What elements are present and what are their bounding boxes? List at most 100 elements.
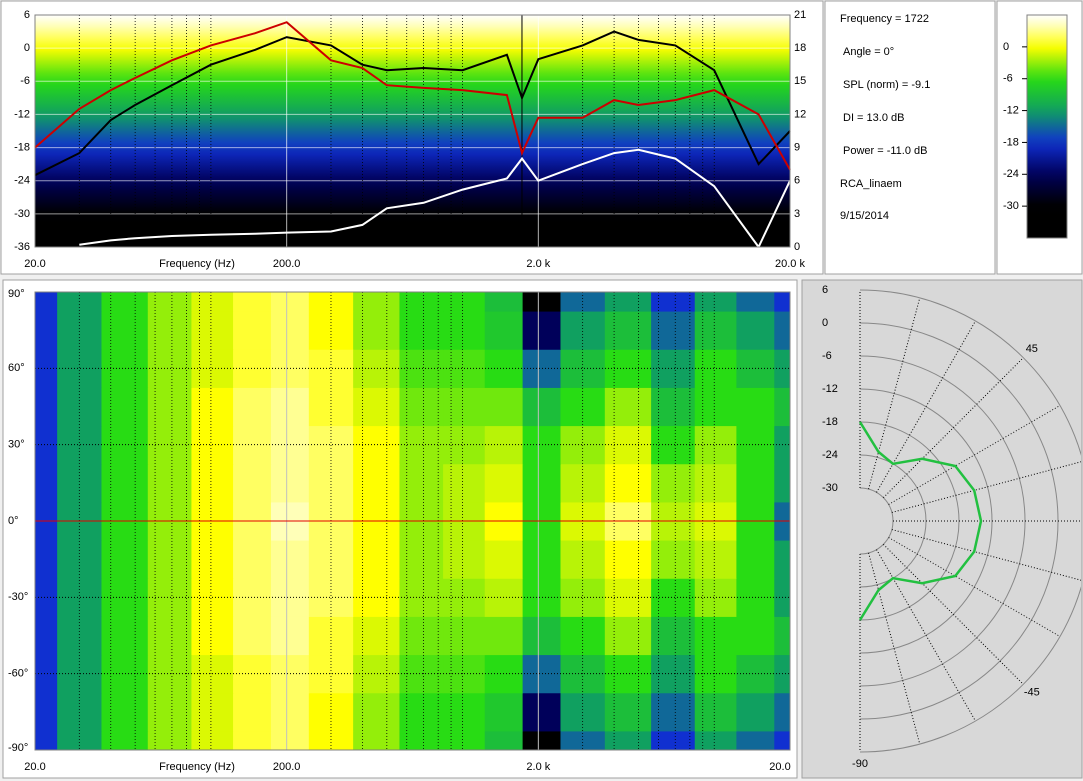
map-cell xyxy=(736,730,775,751)
map-cell xyxy=(651,540,696,579)
map-cell xyxy=(147,692,192,732)
map-cell xyxy=(147,311,192,350)
map-cell xyxy=(604,349,652,388)
map-cell xyxy=(484,387,524,427)
map-cell xyxy=(604,463,652,503)
map-cell xyxy=(399,616,444,656)
map-cell xyxy=(522,292,561,312)
map-cell xyxy=(101,425,149,465)
map-cell xyxy=(353,730,400,751)
map-cell xyxy=(694,292,737,312)
x-tick-label: 20.0 xyxy=(24,761,45,773)
map-cell xyxy=(35,540,58,579)
theta-tick-label: -90 xyxy=(852,758,868,770)
map-cell xyxy=(651,578,696,617)
map-cell xyxy=(101,387,149,427)
info-di: DI = 13.0 dB xyxy=(843,112,904,124)
map-cell xyxy=(522,654,561,694)
map-cell xyxy=(191,387,234,427)
colorbar-tick-label: -18 xyxy=(1003,136,1019,148)
map-cell xyxy=(35,425,58,465)
map-cell xyxy=(147,387,192,427)
x-tick-label: 2.0 k xyxy=(526,761,550,773)
map-cell xyxy=(353,463,400,503)
info-frequency: Frequency = 1722 xyxy=(840,13,929,25)
y-tick-label: 6 xyxy=(24,9,30,21)
spoke xyxy=(868,297,921,490)
map-cell xyxy=(399,578,444,617)
colorbar-tick-label: -12 xyxy=(1003,104,1019,116)
map-cell xyxy=(774,292,791,312)
map-cell xyxy=(35,311,58,350)
map-cell xyxy=(651,349,696,388)
grid-ring xyxy=(859,289,1081,753)
map-cell xyxy=(774,730,791,751)
map-cell xyxy=(35,692,58,732)
map-cell xyxy=(101,349,149,388)
map-cell xyxy=(308,578,354,617)
map-cell xyxy=(604,292,652,312)
info-spl: SPL (norm) = -9.1 xyxy=(843,79,930,91)
r-tick-label: -18 xyxy=(822,416,838,428)
map-cell xyxy=(399,349,444,388)
map-cell xyxy=(736,540,775,579)
map-cell xyxy=(443,692,486,732)
polar-curve xyxy=(858,421,983,621)
map-cell xyxy=(147,540,192,579)
map-cell xyxy=(522,616,561,656)
map-cell xyxy=(35,730,58,751)
map-cell xyxy=(694,540,737,579)
map-cell xyxy=(147,730,192,751)
y2-tick-label: 18 xyxy=(794,42,806,54)
map-cell xyxy=(101,540,149,579)
map-cell xyxy=(774,311,791,350)
series-line xyxy=(34,21,791,171)
map-cell xyxy=(270,730,310,751)
polar-chart: 6 0 -6 -12 -18 -24 -30 45 -45 -90 xyxy=(822,284,1081,770)
map-chart: 20.0 200.0 2.0 k 20.0 -90° -60° -30° 0° 30° 60° 90… xyxy=(8,288,791,773)
y-tick-label: 0° xyxy=(8,515,19,527)
y-tick-label: -90° xyxy=(8,742,28,754)
info-name: RCA_linaem xyxy=(840,178,902,190)
map-cell xyxy=(233,730,272,751)
map-cell xyxy=(57,730,102,751)
map-cell xyxy=(651,616,696,656)
x-tick-label: 200.0 xyxy=(273,258,301,270)
map-cell xyxy=(604,616,652,656)
map-cell xyxy=(399,692,444,732)
map-cell xyxy=(736,463,775,503)
map-cell xyxy=(774,463,791,503)
y-tick-label: 60° xyxy=(8,362,25,374)
map-cell xyxy=(57,463,102,503)
map-cell xyxy=(270,292,310,312)
map-cell xyxy=(560,425,606,465)
spoke xyxy=(882,543,1024,685)
map-cell xyxy=(233,349,272,388)
y2-tick-label: 12 xyxy=(794,108,806,120)
map-cell xyxy=(191,540,234,579)
map-cell xyxy=(522,692,561,732)
map-cell xyxy=(270,387,310,427)
map-cell xyxy=(522,578,561,617)
map-cell xyxy=(399,425,444,465)
theta-tick-label: 45 xyxy=(1026,343,1038,355)
map-cell xyxy=(191,692,234,732)
map-cell xyxy=(270,311,310,350)
map-cell xyxy=(443,616,486,656)
map-cell xyxy=(35,654,58,694)
info-angle: Angle = 0° xyxy=(843,46,894,58)
y-tick-label: -60° xyxy=(8,668,28,680)
map-cell xyxy=(147,463,192,503)
map-cell xyxy=(560,463,606,503)
map-cell xyxy=(399,292,444,312)
spoke xyxy=(882,357,1024,499)
y-tick-label: -6 xyxy=(20,75,30,87)
map-cell xyxy=(353,311,400,350)
y2-tick-label: 15 xyxy=(794,75,806,87)
colorbar: 0 -6 -12 -18 -24 -30 xyxy=(1003,14,1068,239)
map-cell xyxy=(651,292,696,312)
map-cell xyxy=(308,425,354,465)
map-cell xyxy=(560,578,606,617)
map-cell xyxy=(484,540,524,579)
plot-frame xyxy=(34,291,791,751)
